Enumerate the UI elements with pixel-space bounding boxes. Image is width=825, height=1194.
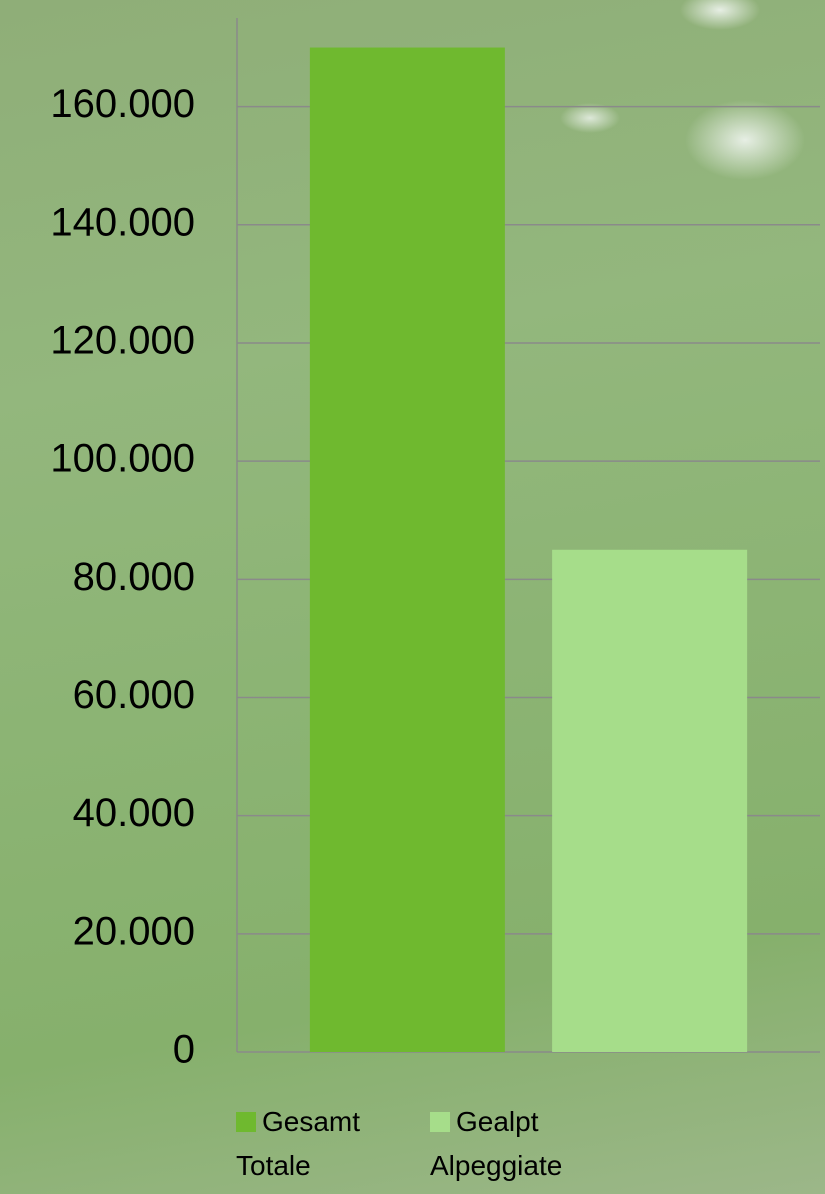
chart: 0 20.000 40.000 60.000 80.000 100.000 120.000 1…	[0, 0, 825, 1194]
y-tick-label: 0	[173, 1028, 195, 1072]
y-tick-label: 120.000	[50, 319, 195, 363]
y-tick-label: 140.000	[50, 200, 195, 244]
bar	[552, 550, 747, 1052]
y-tick-label: 100.000	[50, 437, 195, 481]
legend-label: Gealpt Alpeggiate	[430, 1100, 630, 1188]
bar	[310, 48, 505, 1052]
y-tick-label: 160.000	[50, 82, 195, 126]
legend-label: Gesamt Totale	[236, 1100, 376, 1188]
page: 0 20.000 40.000 60.000 80.000 100.000 120.000 1…	[0, 0, 825, 1194]
y-tick-label: 80.000	[73, 555, 195, 599]
y-tick-label: 40.000	[73, 791, 195, 835]
y-tick-label: 20.000	[73, 909, 195, 953]
y-tick-label: 60.000	[73, 673, 195, 717]
